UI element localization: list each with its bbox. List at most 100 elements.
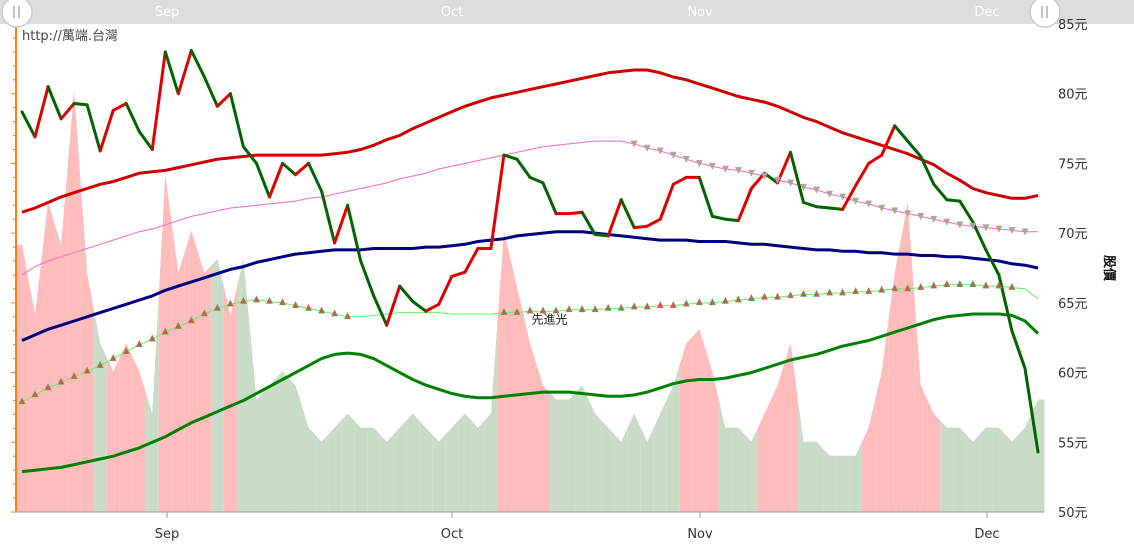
lower-band-marker: [252, 295, 260, 303]
volume-bar: [757, 399, 771, 512]
y-tick-label-55: 55元: [1058, 436, 1088, 451]
volume-bar: [770, 364, 784, 512]
lower-band-marker: [747, 294, 755, 301]
lower-band-marker: [266, 296, 273, 304]
y-tick-label-60: 60元: [1058, 367, 1088, 382]
price-segment: [85, 103, 102, 153]
upper-band-marker: [643, 144, 651, 152]
volume-bar: [992, 427, 1006, 512]
x-tick-label-Dec: Dec: [974, 527, 999, 542]
price-segment: [46, 85, 63, 121]
upper-band-marker: [891, 207, 899, 215]
volume-bar: [210, 258, 224, 512]
upper-band-marker: [930, 215, 938, 223]
y-tick-label-80: 80元: [1058, 88, 1088, 103]
price-segment: [893, 124, 910, 143]
lower-band-marker: [956, 280, 964, 288]
lower-band-marker: [1008, 282, 1016, 290]
lower-band-marker: [331, 309, 339, 317]
price-segment: [268, 161, 284, 199]
price-segment: [671, 175, 688, 186]
volume-bar: [536, 364, 550, 512]
upper-band-marker: [734, 167, 742, 175]
price-segment: [932, 182, 949, 202]
price-segment: [854, 161, 871, 188]
upper-band-marker: [1021, 228, 1029, 236]
upper-band-marker: [982, 224, 990, 232]
volume-bar: [393, 420, 407, 512]
price-segment: [1010, 329, 1027, 370]
lower-band-marker: [44, 383, 52, 391]
volume-bar: [497, 230, 511, 512]
price-segment: [346, 203, 363, 263]
upper-band-marker: [774, 176, 781, 184]
volume-bar: [249, 329, 263, 512]
lower-band-marker: [187, 316, 195, 324]
lower-band-marker: [695, 298, 703, 306]
price-segment: [255, 161, 271, 199]
lower-band-marker: [344, 312, 352, 320]
lower-band-marker: [865, 287, 873, 295]
volume-bar: [588, 399, 602, 512]
price-segment: [163, 50, 180, 96]
price-segment: [867, 153, 884, 165]
price-segment: [124, 102, 141, 133]
lower-band-marker: [57, 377, 65, 385]
price-segment: [593, 233, 610, 238]
lower-band-marker: [878, 285, 886, 293]
y-tick-label-75: 75元: [1058, 157, 1088, 172]
lower-band-marker: [148, 334, 156, 342]
volume-bar: [132, 357, 146, 512]
navigator-month-label-Nov: Nov: [687, 5, 713, 20]
navigator-left-handle[interactable]: [1, 0, 33, 28]
navigator-month-label-Dec: Dec: [974, 5, 999, 20]
volume-bar: [797, 392, 811, 512]
lower-band-marker: [96, 360, 104, 368]
source-url: http://萬端.台灣: [22, 29, 118, 44]
lower-band-marker: [669, 300, 677, 308]
volume-bar: [16, 244, 29, 512]
price-segment: [997, 273, 1014, 333]
lower-band-marker: [565, 305, 573, 313]
lower-band-marker: [174, 321, 182, 329]
price-segment: [502, 153, 519, 161]
lower-band-marker: [70, 372, 78, 380]
lower-band-marker: [656, 300, 664, 308]
volume-bar: [562, 392, 576, 512]
upper-band-marker: [852, 197, 860, 205]
volume-bar: [653, 399, 667, 512]
upper-band-marker: [917, 213, 925, 221]
volume-bar: [888, 237, 902, 512]
lower-band-marker: [891, 284, 899, 292]
price-segment: [398, 284, 415, 303]
volume-bar: [445, 420, 459, 512]
lower-band-marker: [904, 284, 912, 292]
volume-bar: [627, 413, 641, 512]
price-segment: [20, 110, 37, 139]
volume-bar: [93, 308, 107, 512]
navigator-right-handle[interactable]: [1029, 0, 1061, 28]
price-segment: [1023, 366, 1040, 454]
navigator-bar[interactable]: Sep Oct Nov Dec: [0, 0, 1134, 24]
upper-band-marker: [669, 151, 677, 159]
upper-band-marker: [956, 221, 964, 229]
y-tick-label-70: 70元: [1058, 227, 1088, 242]
price-segment: [749, 171, 766, 190]
price-segment: [489, 153, 506, 250]
volume-bar: [458, 413, 472, 512]
upper-band-marker: [630, 140, 638, 148]
price-segment: [971, 220, 988, 252]
upper-band-marker: [760, 172, 768, 180]
lower-band-marker: [943, 280, 951, 288]
price-segment: [580, 210, 597, 236]
lower-band-marker: [643, 302, 651, 310]
y-tick-label-65: 65元: [1058, 297, 1088, 312]
lower-band-marker: [708, 298, 716, 306]
lower-band-marker: [226, 299, 234, 307]
volume-bar: [80, 181, 94, 512]
volume-bar: [966, 434, 980, 512]
x-tick-label-Sep: Sep: [155, 527, 180, 542]
price-segment: [919, 155, 936, 186]
upper-band-marker: [721, 165, 729, 173]
